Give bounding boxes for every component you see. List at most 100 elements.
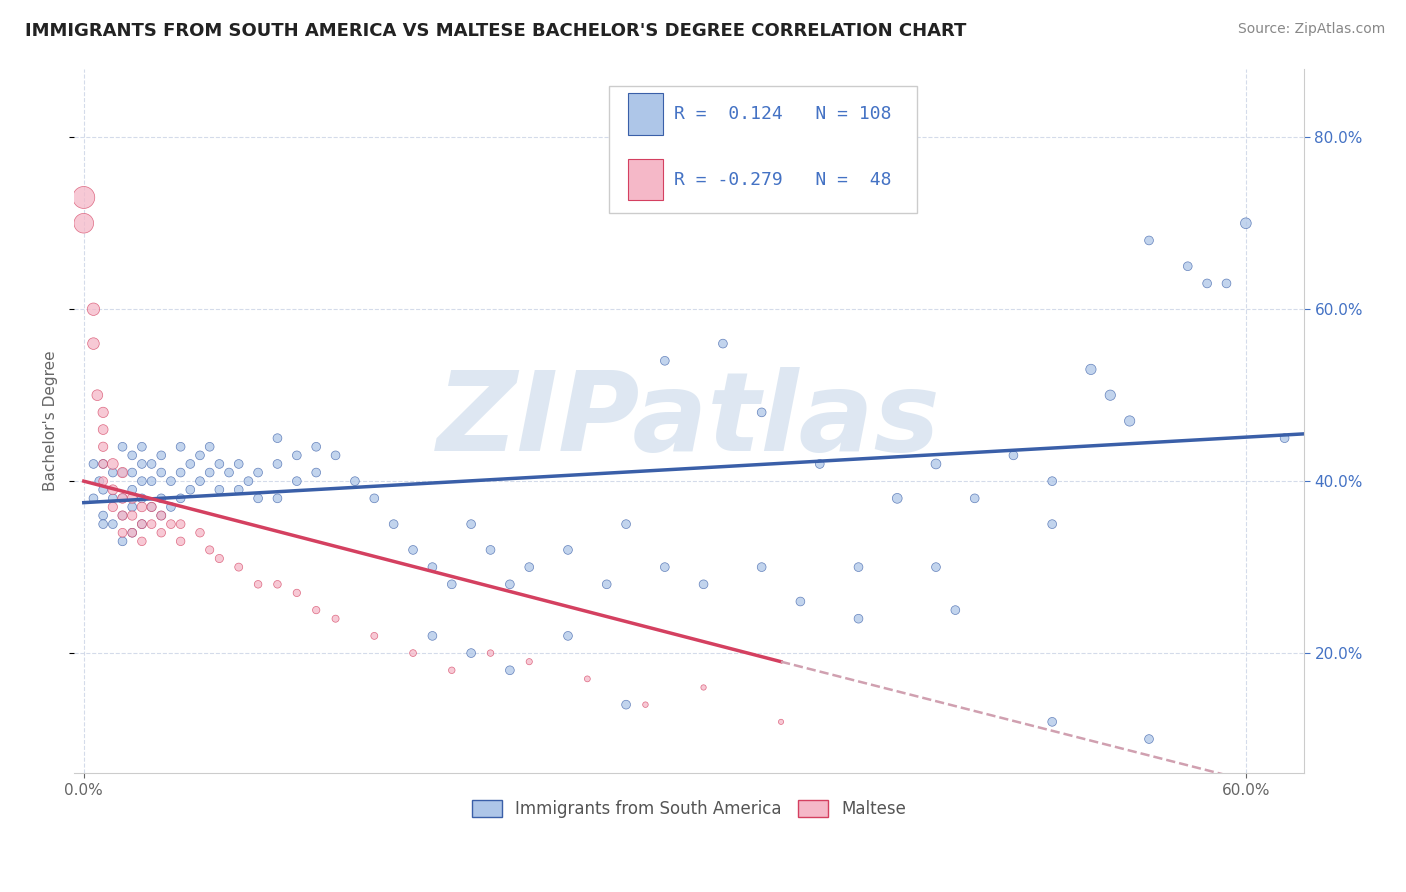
Point	[150, 466, 173, 480]
Point	[101, 500, 124, 514]
Point	[576, 672, 599, 686]
Point	[943, 603, 966, 617]
Point	[460, 646, 482, 660]
Point	[266, 457, 288, 471]
Point	[91, 474, 114, 488]
Point	[363, 629, 385, 643]
FancyBboxPatch shape	[627, 93, 664, 135]
Point	[91, 423, 114, 437]
Point	[101, 457, 124, 471]
Point	[89, 474, 111, 488]
Point	[789, 594, 811, 608]
Point	[596, 577, 619, 591]
Point	[141, 517, 163, 532]
Point	[169, 466, 191, 480]
Point	[208, 551, 231, 566]
Point	[228, 457, 250, 471]
Point	[557, 543, 579, 558]
Point	[111, 466, 134, 480]
Point	[91, 508, 114, 523]
Point	[169, 517, 191, 532]
Point	[188, 525, 211, 540]
Point	[121, 466, 143, 480]
Point	[402, 646, 425, 660]
Point	[1040, 474, 1063, 488]
Point	[101, 466, 124, 480]
Point	[1099, 388, 1122, 402]
Point	[150, 491, 173, 506]
Point	[285, 474, 308, 488]
Point	[111, 508, 134, 523]
Point	[634, 698, 657, 712]
Point	[121, 508, 143, 523]
Point	[266, 577, 288, 591]
Point	[82, 491, 104, 506]
Point	[131, 517, 153, 532]
Point	[131, 491, 153, 506]
Point	[1215, 277, 1237, 291]
Point	[111, 508, 134, 523]
Point	[150, 508, 173, 523]
Point	[121, 525, 143, 540]
Point	[266, 431, 288, 445]
Point	[111, 491, 134, 506]
Point	[925, 457, 948, 471]
Point	[886, 491, 908, 506]
Point	[228, 483, 250, 497]
Point	[692, 681, 714, 695]
Point	[925, 560, 948, 574]
Point	[247, 491, 270, 506]
Point	[169, 440, 191, 454]
Point	[692, 577, 714, 591]
Point	[169, 491, 191, 506]
Point	[751, 560, 773, 574]
Point	[422, 629, 444, 643]
Point	[363, 491, 385, 506]
FancyBboxPatch shape	[609, 87, 917, 213]
Point	[111, 534, 134, 549]
Legend: Immigrants from South America, Maltese: Immigrants from South America, Maltese	[465, 794, 912, 825]
Point	[228, 560, 250, 574]
Point	[141, 457, 163, 471]
Point	[82, 302, 104, 317]
Point	[440, 663, 463, 677]
Point	[160, 474, 183, 488]
Point	[499, 577, 522, 591]
Point	[91, 517, 114, 532]
Point	[86, 388, 108, 402]
Point	[808, 457, 831, 471]
Point	[111, 440, 134, 454]
Point	[208, 457, 231, 471]
Point	[247, 577, 270, 591]
Point	[131, 457, 153, 471]
Point	[305, 603, 328, 617]
Point	[198, 466, 221, 480]
Point	[91, 457, 114, 471]
Point	[169, 534, 191, 549]
Point	[479, 646, 502, 660]
Point	[160, 500, 183, 514]
Point	[91, 483, 114, 497]
Point	[82, 336, 104, 351]
Point	[479, 543, 502, 558]
Point	[557, 629, 579, 643]
Point	[711, 336, 734, 351]
Point	[198, 440, 221, 454]
Text: R =  0.124   N = 108: R = 0.124 N = 108	[675, 105, 891, 123]
Point	[285, 448, 308, 462]
Point	[517, 560, 540, 574]
Point	[1040, 714, 1063, 729]
Point	[101, 517, 124, 532]
Point	[131, 474, 153, 488]
Point	[325, 448, 347, 462]
FancyBboxPatch shape	[627, 159, 664, 201]
Y-axis label: Bachelor's Degree: Bachelor's Degree	[44, 351, 58, 491]
Point	[305, 440, 328, 454]
Point	[440, 577, 463, 591]
Point	[131, 500, 153, 514]
Point	[848, 560, 870, 574]
Point	[101, 491, 124, 506]
Point	[188, 448, 211, 462]
Text: IMMIGRANTS FROM SOUTH AMERICA VS MALTESE BACHELOR'S DEGREE CORRELATION CHART: IMMIGRANTS FROM SOUTH AMERICA VS MALTESE…	[25, 22, 967, 40]
Point	[1118, 414, 1140, 428]
